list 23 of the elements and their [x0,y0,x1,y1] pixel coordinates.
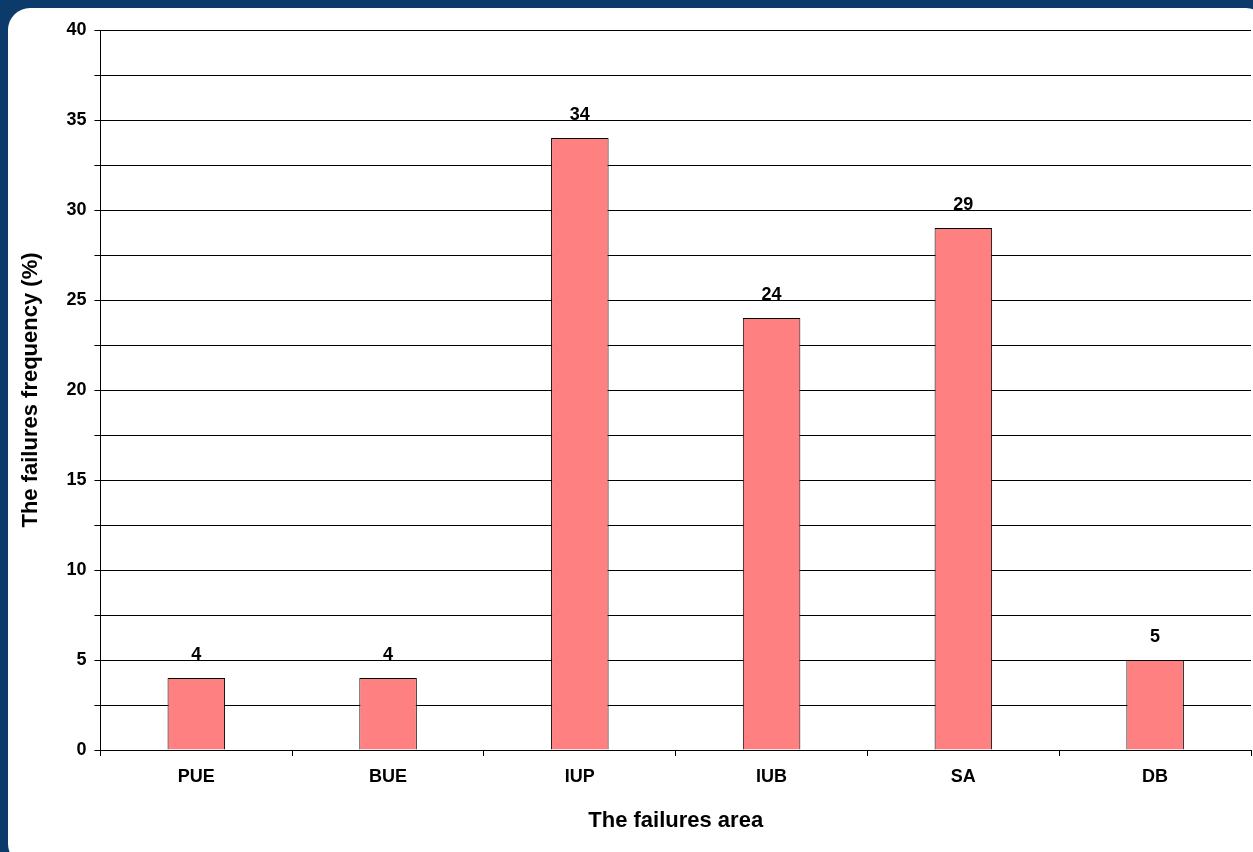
y-tick-label: 30 [66,198,87,219]
x-tick-label: BUE [369,765,408,786]
data-label: 34 [569,103,590,124]
x-tick-label: IUB [756,765,788,786]
x-tick-label: SA [950,765,976,786]
y-tick-label: 40 [66,18,87,39]
data-label: 4 [191,643,202,664]
data-label: 29 [953,193,974,214]
x-axis-title: The failures area [588,806,764,832]
y-tick-label: 15 [66,468,87,489]
y-axis-title: The failures frequency (%) [17,252,43,528]
y-tick-label: 35 [66,108,87,129]
y-tick-label: 0 [76,738,87,759]
x-tick-label: DB [1142,765,1169,786]
y-tick-label: 5 [76,648,87,669]
x-tick-label: PUE [177,765,215,786]
y-tick-label: 25 [66,288,87,309]
data-label: 5 [1150,625,1161,646]
data-label: 24 [761,283,782,304]
y-tick-label: 10 [66,558,87,579]
y-tick-label: 20 [66,378,87,399]
x-tick-label: IUP [564,765,595,786]
data-label: 4 [383,643,394,664]
